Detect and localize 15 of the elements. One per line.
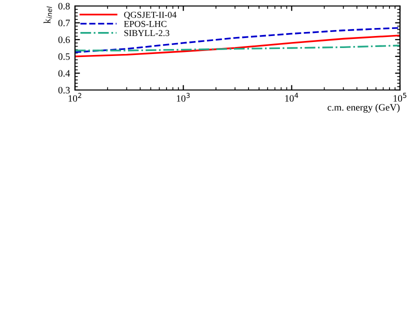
y-tick-label: 0.5 bbox=[58, 53, 70, 60]
y-axis-title: k$_{inel}$ bbox=[44, 6, 52, 24]
y-tick-label: 0.7 bbox=[58, 20, 70, 26]
legend-label: EPOS-LHC bbox=[124, 20, 166, 27]
y-tick-label: 0.6 bbox=[58, 36, 70, 44]
legend-label: SIBYLL-2.3 bbox=[124, 30, 170, 36]
x-tick-label: 10$^{2}$ bbox=[68, 92, 82, 102]
x-tick-label: 10$^{3}$ bbox=[176, 92, 190, 102]
y-tick-label: 0.4 bbox=[58, 70, 70, 77]
y-tick-label: 0.8 bbox=[58, 2, 70, 10]
x-tick-label: 10$^{4}$ bbox=[285, 92, 298, 102]
y-tick-label: 0.3 bbox=[58, 86, 70, 94]
legend-label: QGSJET-II-04 bbox=[124, 12, 176, 20]
x-axis-title: c.m. energy (GeV) bbox=[328, 104, 400, 113]
x-tick-label: 10$^{5}$ bbox=[394, 92, 406, 102]
